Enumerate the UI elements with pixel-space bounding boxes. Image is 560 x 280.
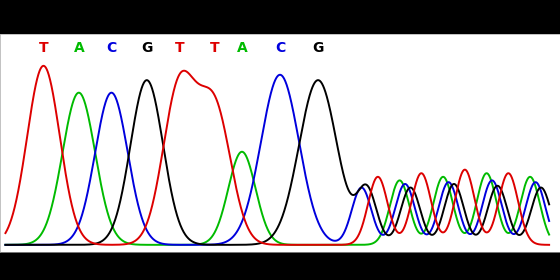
Text: A: A [236,41,248,55]
Text: T: T [39,41,48,55]
Text: C: C [106,41,116,55]
Text: A: A [73,41,84,55]
Text: G: G [141,41,152,55]
Text: C: C [275,41,285,55]
Text: T: T [210,41,220,55]
Text: T: T [175,41,184,55]
Text: G: G [312,41,324,55]
